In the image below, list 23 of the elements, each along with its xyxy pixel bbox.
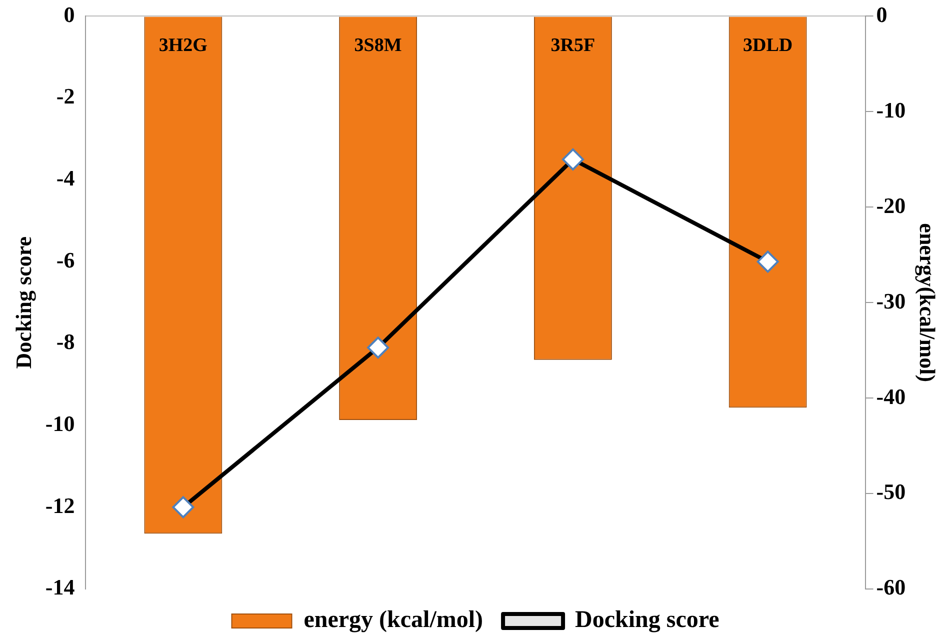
x-tick-label: 3S8M [354, 35, 402, 56]
y2-tick-label: -50 [876, 479, 906, 504]
y-tick-label: -6 [56, 247, 75, 272]
x-tick-label: 3R5F [550, 35, 596, 56]
y-tick-label: -14 [45, 574, 75, 600]
x-tick-label: 3DLD [743, 35, 793, 56]
y-tick-label: 0 [64, 2, 75, 27]
y2-axis-title: energy(kcal/mol) [915, 223, 940, 382]
y2-tick-label: 0 [876, 2, 888, 27]
y-tick-label: -2 [56, 84, 75, 109]
y-tick-label: -4 [56, 166, 75, 191]
y2-tick-label: -20 [876, 192, 906, 218]
y2-tick-label: -40 [876, 384, 906, 409]
y2-tick-label: -60 [876, 574, 906, 600]
y-axis-title: Docking score [10, 236, 36, 369]
x-tick-label: 3H2G [158, 35, 208, 56]
legend-label: Docking score [575, 607, 720, 634]
y2-tick-label: -10 [876, 97, 906, 122]
y-tick-label: -8 [56, 329, 75, 354]
y-tick-label: -10 [45, 411, 75, 436]
y2-tick-label: -30 [876, 288, 906, 314]
y-tick-label: -12 [45, 492, 75, 518]
legend-label: energy (kcal/mol) [304, 607, 484, 634]
